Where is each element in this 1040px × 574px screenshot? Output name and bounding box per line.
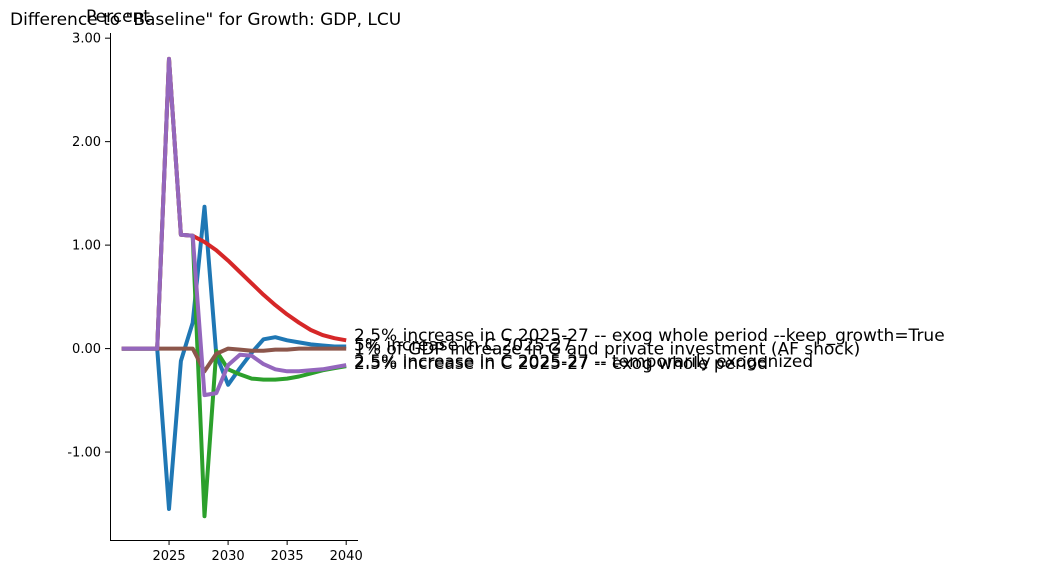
- series-end-label: 2.5% increase in C 2025-27 -- exog whole…: [354, 354, 768, 374]
- y-axis-label: Percent: [86, 7, 150, 27]
- series-line-1: [121, 204, 347, 511]
- series-end-label: 5% increase in C 2025-27: [354, 335, 573, 355]
- y-tick-label: -1.00: [67, 446, 101, 461]
- series-line-3: [121, 56, 347, 351]
- series-line-5: [121, 56, 347, 398]
- y-tick-label: 1.00: [72, 239, 101, 254]
- chart-title: Difference to "Baseline" for Growth: GDP…: [10, 10, 401, 30]
- x-tick-label: 2030: [212, 549, 245, 564]
- y-tick-label: 3.00: [72, 32, 101, 47]
- series-end-label: 2.5% increase in C 2025-27 -- temporaril…: [354, 352, 813, 372]
- y-tick-label: 0.00: [72, 342, 101, 357]
- x-tick-label: 2025: [153, 549, 186, 564]
- x-tick-label: 2040: [330, 549, 363, 564]
- y-axis-ticks: 3.00 2.00 1.00 0.00 -1.00: [67, 32, 110, 461]
- x-tick-label: 2035: [271, 549, 304, 564]
- series-line-2: [121, 56, 347, 519]
- x-axis-ticks: 2025 2030 2035 2040: [153, 540, 363, 564]
- y-tick-label: 2.00: [72, 135, 101, 150]
- series-annotations: 2.5% increase in C 2025-27 -- exog whole…: [354, 326, 945, 374]
- series-lines: [121, 56, 347, 519]
- series-end-label: 2.5% increase in C 2025-27 -- exog whole…: [354, 326, 945, 346]
- series-end-label: 1% of GDP increase in G and private inve…: [354, 340, 860, 360]
